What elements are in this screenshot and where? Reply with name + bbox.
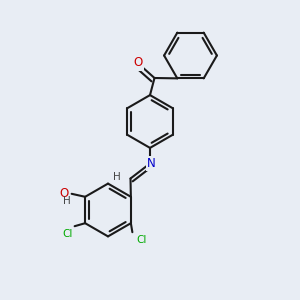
Text: N: N <box>147 157 156 170</box>
Text: O: O <box>59 187 69 200</box>
Text: O: O <box>134 56 142 70</box>
Text: H: H <box>63 196 70 206</box>
Text: H: H <box>113 172 121 182</box>
Text: Cl: Cl <box>136 235 147 245</box>
Text: Cl: Cl <box>62 229 72 239</box>
